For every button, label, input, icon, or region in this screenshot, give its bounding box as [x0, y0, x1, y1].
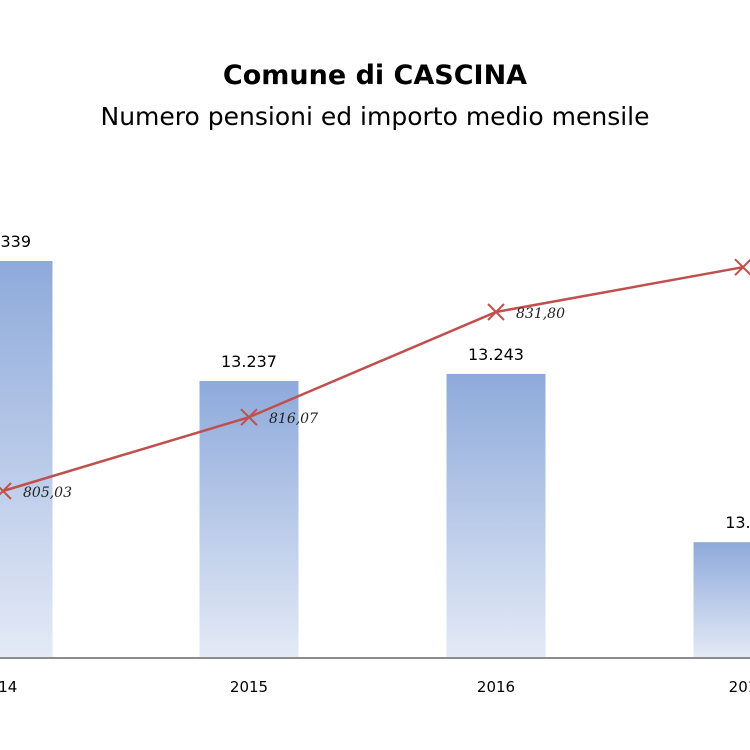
x-tick-label-2015: 2015: [230, 678, 268, 696]
line-label-2015: 816,07: [269, 411, 318, 427]
bar-2017: [693, 542, 750, 658]
line-label-2014: 805,03: [23, 485, 72, 501]
x-tick-label-2017: 201: [729, 678, 750, 696]
bar-2014: [0, 261, 53, 658]
x-tick-label-2016: 2016: [477, 678, 515, 696]
chart-subtitle: Numero pensioni ed importo medio mensile: [100, 102, 650, 131]
importo-medio-line: [2, 265, 744, 493]
bar-label-2017: 13.1: [725, 513, 750, 532]
line-marker-2017: [734, 258, 750, 276]
line-marker-2016: [487, 303, 505, 321]
line-marker-2014: [0, 482, 12, 500]
bar-label-2015: 13.237: [221, 352, 277, 371]
line-label-2016: 831,80: [516, 306, 565, 322]
bar-2016: [446, 373, 546, 658]
chart-title: Comune di CASCINA: [222, 60, 528, 91]
x-tick-label-2014: 014: [0, 678, 17, 696]
bar-label-2016: 13.243: [468, 345, 524, 364]
line-marker-2015: [240, 408, 258, 426]
bar-label-2014: 13.339: [0, 232, 31, 251]
